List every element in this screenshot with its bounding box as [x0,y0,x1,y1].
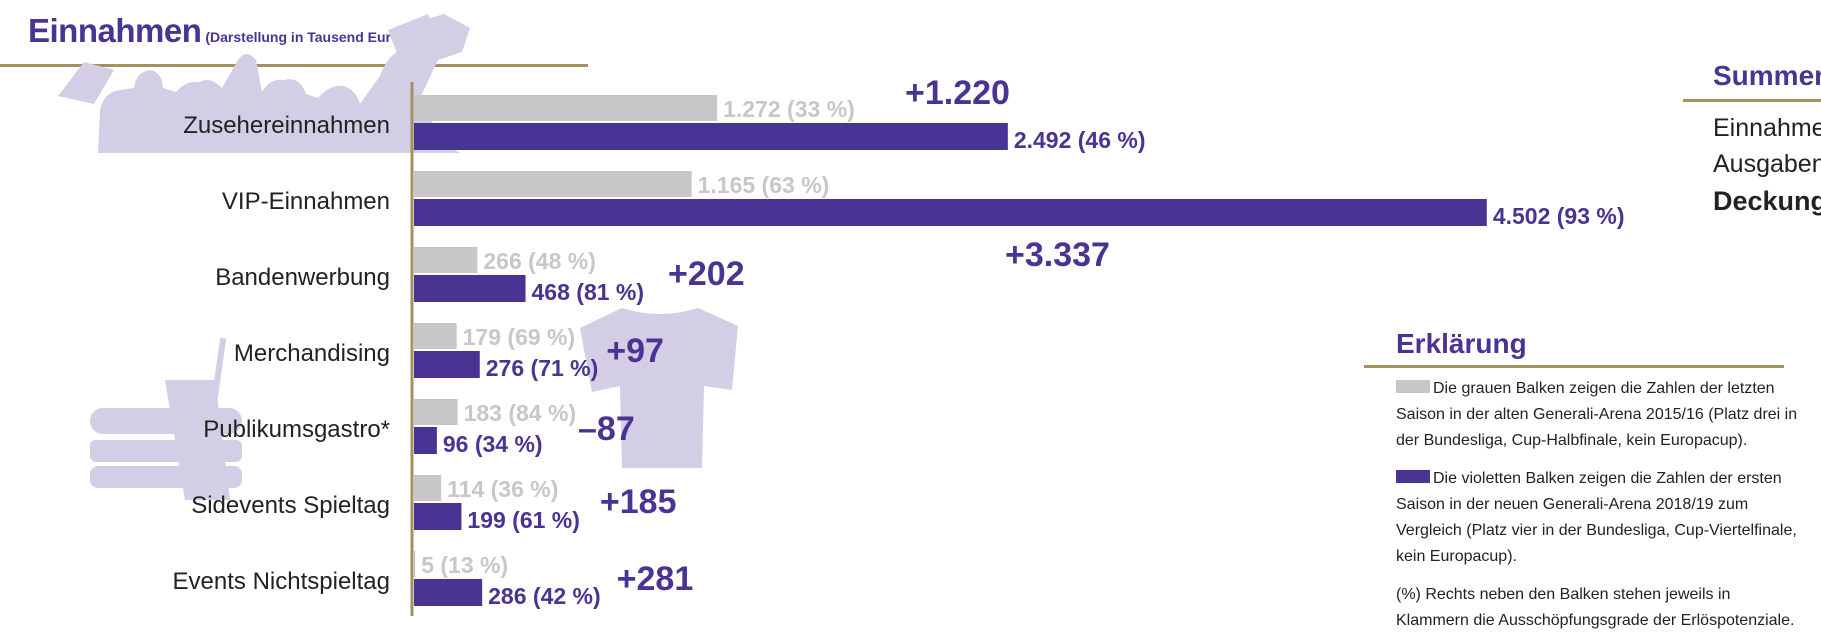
category-label: Zusehereinnahmen [183,112,390,139]
chart-title: Einnahmen [28,12,202,49]
summen-ausgaben: Ausgaben [1713,150,1821,178]
bar-new [414,427,437,454]
legend: Erklärung Die grauen Balken zeigen die Z… [1364,328,1804,629]
legend-rule [1364,365,1784,368]
bar-old [414,171,692,197]
fans-silhouette-icon [58,14,470,153]
bar-new-label: 4.502 (93 %) [1493,203,1625,229]
category-label: Sidevents Spieltag [191,492,390,519]
bar-old [414,323,457,349]
bars-group: Zusehereinnahmen 1.272 (33 %) 2.492 (46 %)… [173,74,1625,609]
category-label: Bandenwerbung [215,264,390,291]
difference-label: +185 [600,483,677,521]
bar-new [414,351,480,378]
bar-old-label: 114 (36 %) [447,476,558,502]
food-drink-icon [90,337,242,500]
bar-old [414,475,442,501]
summen-deckung: Deckungs [1713,186,1821,216]
category-label: VIP-Einnahmen [222,188,390,215]
bar-old [414,399,458,425]
difference-label: +3.337 [1005,236,1110,274]
category-label: Publikumsgastro* [203,416,390,443]
bar-old [414,551,416,577]
bar-old-label: 1.272 (33 %) [723,96,855,122]
legend-grey-text: Die grauen Balken zeigen die Zahlen der … [1396,380,1798,449]
title-rule [0,64,588,67]
bar-new-label: 286 (42 %) [488,583,601,609]
bar-new [414,503,462,530]
bar-new-label: 199 (61 %) [467,507,580,533]
summen-title: Summen [1713,60,1821,91]
violet-swatch-icon [1396,470,1430,483]
tshirt-icon [580,308,738,468]
bar-old-label: 179 (69 %) [463,324,576,350]
bar-old-label: 1.165 (63 %) [698,172,830,198]
bar-old [414,95,718,121]
difference-label: +202 [668,255,745,293]
summen-einnahmen: Einnahmen [1713,114,1821,142]
bar-new-label: 96 (34 %) [443,431,543,457]
chart-title-block: Einnahmen (Darstellung in Tausend Euro) [28,12,404,50]
bar-new [414,579,483,606]
summen-block: Summen [1713,60,1821,92]
difference-label: +97 [606,332,664,370]
legend-percent-entry: (%) Rechts neben den Balken stehen jewei… [1396,582,1804,634]
bar-old [414,247,478,273]
bar-new [414,123,1008,150]
bar-new-label: 276 (71 %) [486,355,599,381]
bar-new [414,199,1487,226]
bar-new-label: 2.492 (46 %) [1014,127,1146,153]
category-label: Merchandising [234,340,390,367]
legend-percent-text: (%) Rechts neben den Balken stehen jewei… [1396,586,1795,629]
chart-subtitle: (Darstellung in Tausend Euro) [205,29,405,45]
difference-label: –87 [578,410,635,448]
bar-old-label: 266 (48 %) [483,248,596,274]
legend-title: Erklärung [1396,328,1527,359]
summen-rule [1683,99,1821,102]
legend-violet-text: Die violetten Balken zeigen die Zahlen d… [1396,470,1797,565]
legend-grey-entry: Die grauen Balken zeigen die Zahlen der … [1396,376,1804,454]
grey-swatch-icon [1396,380,1430,393]
bar-new [414,275,526,302]
bar-old-label: 183 (84 %) [464,400,577,426]
category-label: Events Nichtspieltag [173,568,390,595]
legend-violet-entry: Die violetten Balken zeigen die Zahlen d… [1396,466,1804,570]
difference-label: +1.220 [905,74,1010,112]
difference-label: +281 [617,560,694,598]
bar-new-label: 468 (81 %) [532,279,645,305]
bar-old-label: 5 (13 %) [421,552,508,578]
